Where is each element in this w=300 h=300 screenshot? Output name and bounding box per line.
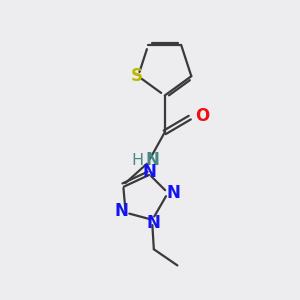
- Text: N: N: [114, 202, 128, 220]
- Text: S: S: [130, 67, 142, 85]
- Text: N: N: [147, 214, 161, 232]
- Text: N: N: [143, 163, 157, 181]
- Text: N: N: [146, 151, 160, 169]
- Text: N: N: [167, 184, 181, 202]
- Text: H: H: [131, 153, 143, 168]
- Text: O: O: [195, 107, 209, 125]
